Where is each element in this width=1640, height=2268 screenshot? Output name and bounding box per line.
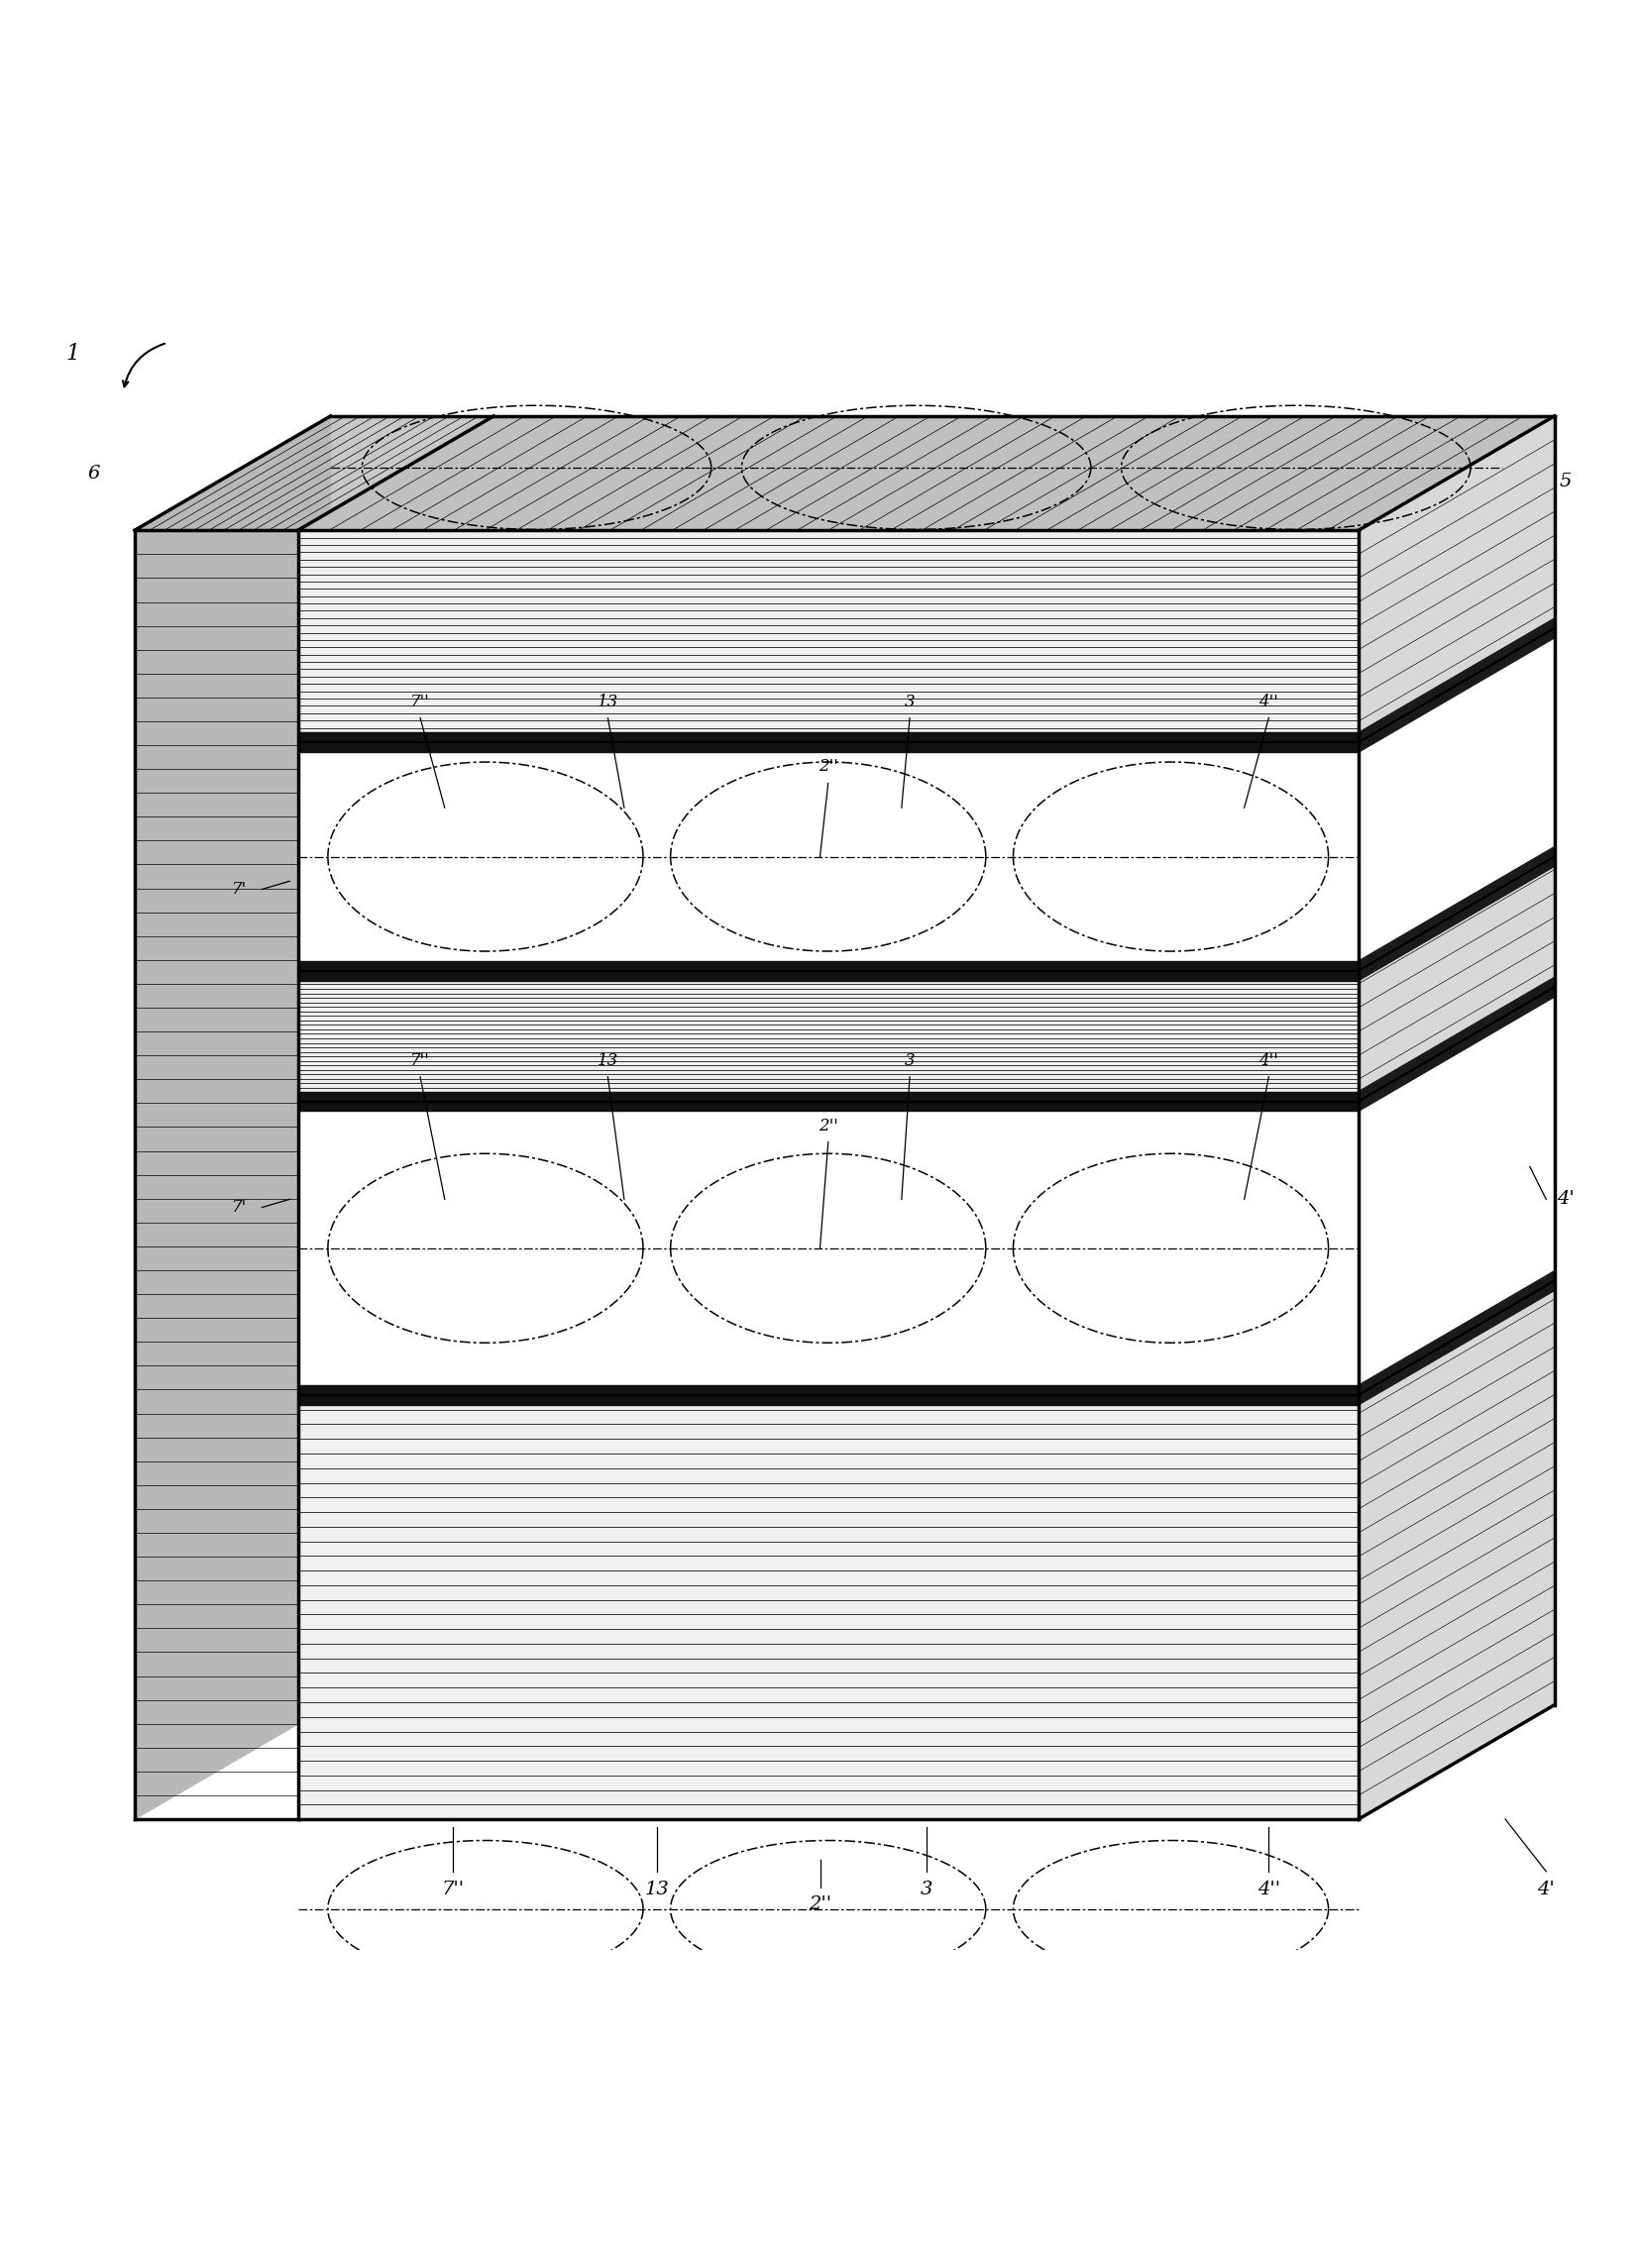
Text: 2'': 2''	[818, 758, 838, 776]
Polygon shape	[298, 1091, 1358, 1111]
Text: 1: 1	[66, 342, 80, 365]
Text: 4'': 4''	[1258, 1880, 1281, 1898]
Text: 4': 4'	[1556, 1191, 1574, 1209]
Text: 2'': 2''	[809, 1896, 831, 1912]
Polygon shape	[298, 1395, 1358, 1819]
Polygon shape	[1358, 619, 1555, 753]
Text: 13: 13	[597, 694, 618, 710]
Polygon shape	[298, 1386, 1358, 1404]
Polygon shape	[298, 962, 1358, 980]
Text: 13: 13	[597, 1052, 618, 1068]
Polygon shape	[1358, 978, 1555, 1111]
Text: 7'': 7''	[441, 1880, 464, 1898]
Text: 4'': 4''	[1260, 1052, 1279, 1068]
Polygon shape	[298, 531, 1358, 742]
Text: 6: 6	[89, 465, 100, 483]
Text: 3: 3	[905, 694, 915, 710]
Text: 3: 3	[920, 1880, 932, 1898]
Text: 5: 5	[1560, 472, 1571, 490]
Polygon shape	[1358, 628, 1555, 971]
Polygon shape	[1358, 987, 1555, 1395]
Polygon shape	[1358, 415, 1555, 1819]
Polygon shape	[298, 415, 1555, 531]
Text: 7'': 7''	[410, 694, 430, 710]
Text: 13: 13	[645, 1880, 669, 1898]
Polygon shape	[298, 742, 1358, 971]
Polygon shape	[298, 971, 1358, 1102]
Text: 3: 3	[905, 1052, 915, 1068]
Text: 4': 4'	[1537, 1880, 1555, 1898]
Polygon shape	[134, 415, 494, 531]
Polygon shape	[1358, 846, 1555, 980]
Polygon shape	[298, 733, 1358, 753]
Text: 2'': 2''	[818, 1118, 838, 1134]
Text: 4'': 4''	[1260, 694, 1279, 710]
Polygon shape	[134, 531, 298, 1819]
Polygon shape	[134, 415, 331, 1819]
Text: 7': 7'	[231, 1200, 246, 1216]
Polygon shape	[1358, 1270, 1555, 1404]
Text: 7'': 7''	[410, 1052, 430, 1068]
Text: 7': 7'	[231, 880, 246, 898]
Polygon shape	[298, 1102, 1358, 1395]
